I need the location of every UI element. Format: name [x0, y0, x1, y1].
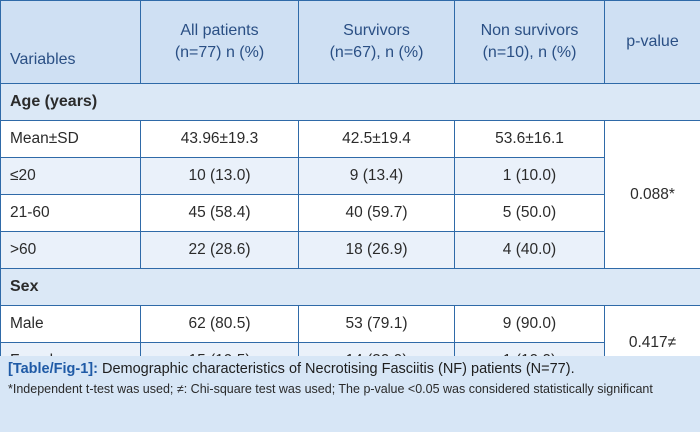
row-label: Mean±SD: [0, 120, 141, 158]
header-variables: Variables: [0, 0, 141, 84]
table-header: Variables All patients (n=77) n (%) Surv…: [0, 0, 700, 84]
figure-caption: [Table/Fig-1]: Demographic characteristi…: [0, 356, 700, 432]
row-label: ≤20: [0, 157, 141, 195]
p-value-age: 0.088*: [604, 120, 700, 269]
cell-non-survivors: 1 (10.0): [454, 157, 605, 195]
cell-survivors: 9 (13.4): [298, 157, 455, 195]
cell-non-survivors: 5 (50.0): [454, 194, 605, 232]
demographics-table: Variables All patients (n=77) n (%) Surv…: [0, 0, 700, 380]
caption-text: Demographic characteristics of Necrotisi…: [97, 361, 575, 377]
header-survivors: Survivors (n=67), n (%): [298, 0, 455, 84]
row-label: 21-60: [0, 194, 141, 232]
cell-all: 10 (13.0): [140, 157, 299, 195]
section-sex: Sex: [0, 268, 700, 306]
header-p-value: p-value: [604, 0, 700, 84]
row-label: Male: [0, 305, 141, 343]
cell-all: 45 (58.4): [140, 194, 299, 232]
caption-line: [Table/Fig-1]: Demographic characteristi…: [8, 358, 692, 380]
cell-survivors: 42.5±19.4: [298, 120, 455, 158]
cell-all: 22 (28.6): [140, 231, 299, 269]
header-all-patients: All patients (n=77) n (%): [140, 0, 299, 84]
cell-survivors: 53 (79.1): [298, 305, 455, 343]
row-label: >60: [0, 231, 141, 269]
cell-survivors: 40 (59.7): [298, 194, 455, 232]
cell-non-survivors: 9 (90.0): [454, 305, 605, 343]
caption-tag: [Table/Fig-1]:: [8, 361, 98, 377]
cell-non-survivors: 53.6±16.1: [454, 120, 605, 158]
header-non-survivors: Non survivors (n=10), n (%): [454, 0, 605, 84]
caption-footnote: *Independent t-test was used; ≠: Chi-squ…: [8, 382, 653, 396]
cell-survivors: 18 (26.9): [298, 231, 455, 269]
section-age: Age (years): [0, 83, 700, 121]
cell-non-survivors: 4 (40.0): [454, 231, 605, 269]
cell-all: 62 (80.5): [140, 305, 299, 343]
cell-all: 43.96±19.3: [140, 120, 299, 158]
